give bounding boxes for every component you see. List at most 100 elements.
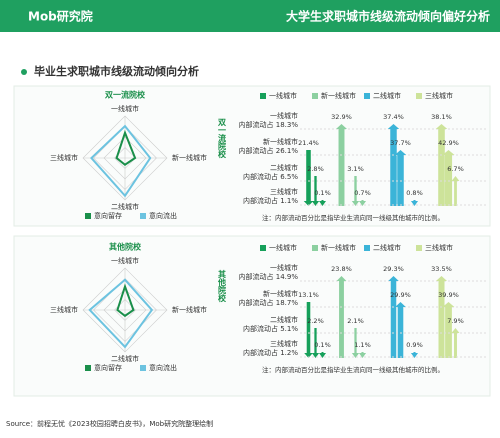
radar-series: [88, 278, 154, 349]
internal-value: 1.2%: [280, 349, 298, 357]
legend-label: 一线城市: [269, 91, 297, 100]
note: 注：内部流动百分比是指毕业生流向同一线级其他城市的比例。: [262, 365, 444, 374]
row-internal: 内部流动占 5.1%: [243, 324, 298, 333]
flow-value: 0.8%: [406, 189, 423, 197]
flow-arrow: [318, 200, 327, 206]
flow-value: 6.7%: [447, 165, 464, 173]
radar-series: [90, 124, 152, 198]
radar-axis-label: 新一线城市: [172, 153, 207, 162]
row-label: 二线城市: [270, 315, 298, 324]
legend-label: 一线城市: [269, 243, 297, 252]
flow-value: 13.1%: [298, 291, 319, 299]
internal-value: 1.1%: [280, 197, 298, 205]
internal-label: 内部流动占: [239, 120, 274, 129]
flow-value: 37.4%: [383, 113, 404, 121]
legend-swatch: [85, 365, 91, 371]
legend-swatch: [312, 245, 318, 251]
row-label: 新一线城市: [263, 137, 298, 146]
section-title: 毕业生求职城市线级流动倾向分析: [34, 64, 199, 78]
flow-value: 0.1%: [314, 341, 331, 349]
radar-axis-label: 三线城市: [50, 305, 78, 314]
flow-arrow: [442, 302, 455, 358]
bullet: [21, 69, 27, 75]
flow-arrow: [435, 276, 448, 358]
flow-value: 0.1%: [314, 189, 331, 197]
row-internal: 内部流动占 18.3%: [239, 120, 299, 129]
source: Source：前程无忧《2023校园招聘白皮书》，Mob研究院整理绘制: [6, 419, 213, 428]
legend-swatch: [85, 213, 91, 219]
flow-value: 2.2%: [307, 317, 324, 325]
flow-arrow: [318, 352, 327, 358]
flow-title: 其他院校: [217, 269, 227, 303]
flow-arrow: [311, 328, 320, 358]
radar-series: [116, 283, 135, 318]
radar-axis-label: 二线城市: [111, 202, 139, 211]
internal-value: 5.1%: [280, 325, 298, 333]
radar-axis-label: 一线城市: [111, 256, 139, 265]
flow-value: 1.1%: [354, 341, 371, 349]
row-label: 三线城市: [270, 339, 298, 348]
flow-arrow: [442, 150, 455, 206]
radar-axis-label: 三线城市: [50, 153, 78, 162]
radar-axis-label: 一线城市: [111, 104, 139, 113]
flow-value: 3.1%: [347, 165, 364, 173]
radar-title: 双一流院校: [105, 90, 146, 100]
legend-label: 二线城市: [373, 91, 401, 100]
row-internal: 内部流动占 1.1%: [243, 196, 298, 205]
flow-arrow: [387, 124, 400, 206]
flow-arrow: [394, 150, 407, 206]
row-internal: 内部流动占 18.7%: [239, 298, 299, 307]
internal-value: 18.7%: [276, 299, 299, 307]
flow-value: 38.1%: [431, 113, 452, 121]
legend-label: 意向留存: [94, 363, 122, 372]
flow-arrow: [336, 276, 347, 358]
internal-value: 6.5%: [280, 173, 298, 181]
flow-arrow: [451, 328, 460, 358]
radar-title: 其他院校: [109, 242, 142, 252]
legend-swatch: [260, 93, 266, 99]
flow-value: 39.9%: [438, 291, 459, 299]
legend-label: 意向留存: [94, 211, 122, 220]
internal-label: 内部流动占: [243, 172, 278, 181]
panel: [13, 235, 491, 397]
flow-value: 29.3%: [383, 265, 404, 273]
internal-value: 18.3%: [276, 121, 299, 129]
legend-label: 三线城市: [425, 243, 453, 252]
flow-value: 2.8%: [307, 165, 324, 173]
flow-arrow: [304, 302, 313, 358]
flow-arrow: [311, 176, 320, 206]
flow-title: 双一流院校: [217, 118, 227, 159]
legend-swatch: [416, 245, 422, 251]
row-label: 新一线城市: [263, 289, 298, 298]
row-internal: 内部流动占 26.1%: [239, 146, 299, 155]
legend-swatch: [260, 245, 266, 251]
flow-value: 29.9%: [390, 291, 411, 299]
header-bar: [0, 0, 500, 32]
legend-label: 新一线城市: [321, 243, 356, 252]
flow-arrow: [351, 328, 360, 358]
radar-series: [115, 129, 137, 166]
flow-value: 33.5%: [431, 265, 452, 273]
legend-label: 三线城市: [425, 91, 453, 100]
flow-arrow: [303, 150, 314, 206]
flow-value: 32.9%: [331, 113, 352, 121]
flow-value: 0.7%: [354, 189, 371, 197]
internal-label: 内部流动占: [243, 348, 278, 357]
legend-label: 新一线城市: [321, 91, 356, 100]
internal-label: 内部流动占: [239, 272, 274, 281]
flow-arrow: [388, 276, 399, 358]
legend-label: 意向流出: [149, 211, 177, 220]
flow-value: 21.4%: [298, 139, 319, 147]
flow-value: 7.9%: [447, 317, 464, 325]
flow-value: 42.9%: [438, 139, 459, 147]
radar-axis-label: 新一线城市: [172, 305, 207, 314]
flow-arrow: [351, 176, 360, 206]
flow-arrow: [395, 302, 406, 358]
logo: Mob研究院: [28, 9, 93, 24]
flow-arrow: [358, 200, 367, 206]
internal-label: 内部流动占: [243, 196, 278, 205]
row-label: 二线城市: [270, 163, 298, 172]
flow-value: 2.1%: [347, 317, 364, 325]
row-internal: 内部流动占 6.5%: [243, 172, 298, 181]
